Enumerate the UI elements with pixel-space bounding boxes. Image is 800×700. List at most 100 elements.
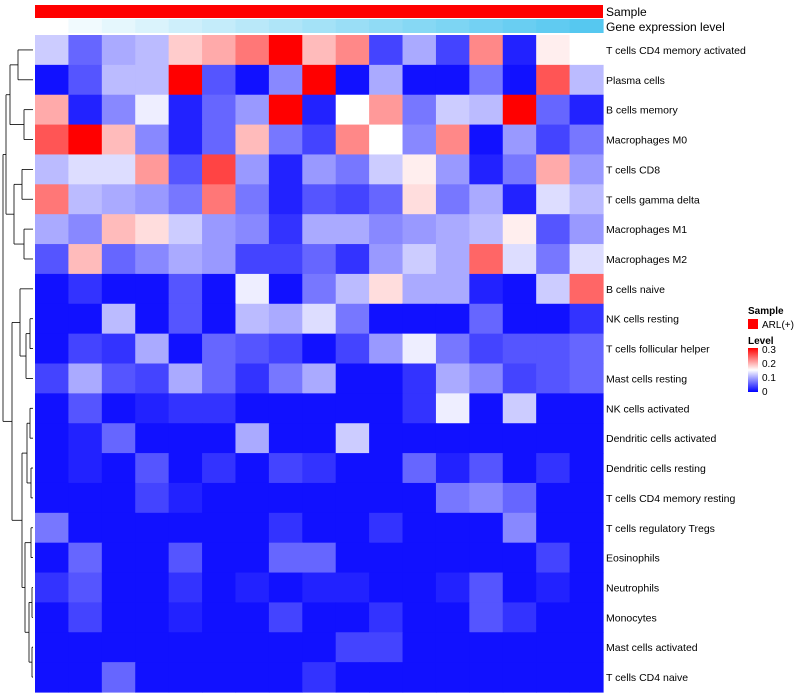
- heatmap-cell: [68, 35, 103, 66]
- heatmap-cell: [569, 542, 604, 574]
- heatmap-cell: [35, 184, 70, 215]
- heatmap-cell: [35, 662, 70, 693]
- heatmap-cell: [235, 124, 270, 156]
- gene-expression-annotation-cell: [135, 19, 170, 33]
- heatmap-cell: [268, 333, 303, 365]
- heatmap-cell: [235, 273, 270, 305]
- heatmap-cell: [202, 154, 237, 185]
- heatmap-cell: [135, 124, 170, 156]
- heatmap-cell: [502, 184, 537, 215]
- heatmap-cell: [335, 35, 370, 66]
- heatmap-cell: [402, 214, 437, 245]
- heatmap-cell: [335, 94, 370, 126]
- heatmap-cell: [502, 303, 537, 335]
- heatmap-cell: [168, 423, 203, 454]
- heatmap-cell: [168, 482, 203, 514]
- heatmap-cell: [369, 184, 404, 215]
- heatmap-cell: [135, 184, 170, 215]
- heatmap-cell: [402, 453, 437, 484]
- heatmap-cell: [402, 572, 437, 604]
- heatmap-cell: [135, 602, 170, 633]
- heatmap-cell: [402, 363, 437, 394]
- heatmap-cell: [335, 632, 370, 663]
- heatmap-cell: [536, 64, 571, 96]
- row-label: Eosinophils: [606, 553, 660, 565]
- heatmap-cell: [35, 35, 70, 66]
- heatmap-cell: [435, 393, 470, 424]
- heatmap-cell: [68, 273, 103, 305]
- heatmap-cell: [202, 542, 237, 574]
- heatmap-cell: [435, 572, 470, 604]
- heatmap-cell: [502, 453, 537, 484]
- heatmap-cell: [135, 662, 170, 693]
- heatmap-cell: [369, 393, 404, 424]
- heatmap-cell: [268, 393, 303, 424]
- heatmap-cell: [202, 482, 237, 514]
- heatmap-cell: [202, 423, 237, 454]
- row-label: T cells CD4 naive: [606, 672, 688, 684]
- heatmap-cell: [68, 303, 103, 335]
- row-label: Dendritic cells resting: [606, 463, 706, 475]
- heatmap-cell: [569, 482, 604, 514]
- heatmap-cell: [569, 35, 604, 66]
- heatmap-cell: [335, 273, 370, 305]
- heatmap-cell: [369, 512, 404, 544]
- heatmap-cell: [35, 602, 70, 633]
- heatmap-cell: [469, 184, 504, 215]
- heatmap-cell: [369, 64, 404, 96]
- heatmap-cell: [302, 273, 337, 305]
- heatmap-cell: [135, 363, 170, 394]
- heatmap-cell: [435, 333, 470, 365]
- row-label: Macrophages M0: [606, 135, 687, 147]
- heatmap-cell: [268, 124, 303, 156]
- heatmap-cell: [469, 662, 504, 693]
- heatmap-cell: [469, 35, 504, 66]
- heatmap-cell: [135, 35, 170, 66]
- heatmap-cell: [502, 244, 537, 275]
- heatmap-cell: [536, 423, 571, 454]
- heatmap-cell: [302, 214, 337, 245]
- row-label: B cells memory: [606, 105, 679, 117]
- heatmap-cell: [202, 632, 237, 663]
- row-label: B cells naive: [606, 284, 665, 296]
- heatmap-cell: [536, 154, 571, 185]
- heatmap-cell: [202, 512, 237, 544]
- heatmap-cell: [101, 154, 136, 185]
- gene-expression-annotation-cell: [435, 19, 470, 33]
- heatmap-cell: [369, 333, 404, 365]
- row-label: Monocytes: [606, 612, 657, 624]
- heatmap-cell: [68, 94, 103, 126]
- heatmap-cell: [268, 542, 303, 574]
- heatmap-cell: [402, 35, 437, 66]
- heatmap-cell: [68, 572, 103, 604]
- heatmap-cell: [135, 64, 170, 96]
- heatmap-cell: [335, 333, 370, 365]
- heatmap-cell: [302, 35, 337, 66]
- heatmap-cell: [235, 363, 270, 394]
- heatmap-cell: [435, 154, 470, 185]
- heatmap-cell: [569, 94, 604, 126]
- heatmap-cell: [502, 363, 537, 394]
- heatmap-cell: [68, 363, 103, 394]
- heatmap-cell: [235, 303, 270, 335]
- heatmap-cell: [101, 363, 136, 394]
- heatmap-cell: [168, 333, 203, 365]
- heatmap-cell: [268, 662, 303, 693]
- gene-expression-annotation-cell: [569, 19, 604, 33]
- heatmap-cell: [168, 35, 203, 66]
- heatmap-cell: [569, 154, 604, 185]
- heatmap-cell: [469, 453, 504, 484]
- heatmap-cell: [536, 94, 571, 126]
- heatmap-cell: [168, 214, 203, 245]
- legend-sample-swatch: [748, 319, 758, 329]
- heatmap-cell: [35, 482, 70, 514]
- heatmap-cell: [268, 184, 303, 215]
- heatmap-cell: [168, 393, 203, 424]
- gene-expression-annotation-cell: [168, 19, 203, 33]
- heatmap-cell: [101, 393, 136, 424]
- heatmap-cell: [335, 572, 370, 604]
- heatmap-cell: [68, 512, 103, 544]
- heatmap-cell: [135, 273, 170, 305]
- row-label: T cells CD8: [606, 164, 660, 176]
- heatmap-cell: [335, 363, 370, 394]
